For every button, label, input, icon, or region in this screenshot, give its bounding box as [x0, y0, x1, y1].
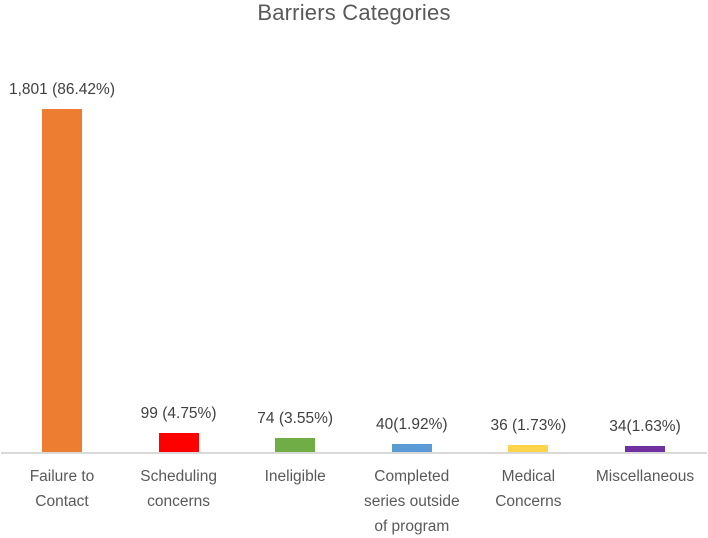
bar-failure-to-contact — [42, 109, 82, 452]
category-label-line: Failure to — [29, 468, 95, 485]
category-label-line: series outside — [363, 493, 460, 510]
bar-scheduling-concerns — [158, 433, 199, 452]
category-label-line: Ineligible — [264, 468, 326, 485]
data-label-scheduling-concerns: 99 (4.75%) — [140, 405, 217, 422]
x-axis-line — [1, 452, 707, 454]
data-label-failure-to-contact: 1,801 (86.42%) — [9, 81, 115, 98]
category-label-line: Miscellaneous — [595, 468, 695, 485]
category-label-line: Contact — [35, 493, 89, 510]
bar-medical-concerns — [508, 445, 549, 452]
category-label-ineligible: Ineligible — [265, 464, 326, 489]
category-label-line: of program — [374, 518, 450, 535]
bar-miscellaneous — [625, 446, 665, 452]
data-label-medical-concerns: 36 (1.73%) — [490, 417, 567, 434]
data-label-miscellaneous: 34(1.63%) — [609, 418, 681, 435]
category-label-line: Scheduling — [140, 468, 217, 485]
category-label-line: Medical — [501, 468, 556, 485]
bar-completed-series-outside-of-program — [391, 444, 432, 452]
category-label-scheduling-concerns: Scheduling concerns — [140, 464, 217, 514]
category-label-line: concerns — [147, 493, 211, 510]
category-label-completed-series-outside-of-program: Completed series outside of program — [364, 464, 460, 538]
bar-ineligible — [275, 438, 316, 452]
data-label-completed-series-outside-of-program: 40(1.92%) — [376, 416, 448, 433]
category-label-line: Concerns — [495, 493, 562, 510]
data-label-ineligible: 74 (3.55%) — [257, 410, 334, 427]
chart-title: Barriers Categories — [257, 0, 451, 25]
category-label-failure-to-contact: Failure to Contact — [30, 464, 95, 514]
category-label-medical-concerns: Medical Concerns — [495, 464, 561, 514]
category-label-line: Completed — [374, 468, 450, 485]
category-label-miscellaneous: Miscellaneous — [596, 464, 694, 489]
